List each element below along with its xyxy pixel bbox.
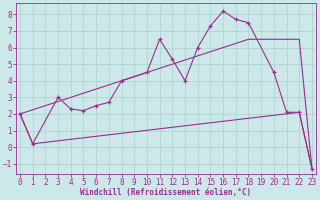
X-axis label: Windchill (Refroidissement éolien,°C): Windchill (Refroidissement éolien,°C)	[80, 188, 252, 197]
